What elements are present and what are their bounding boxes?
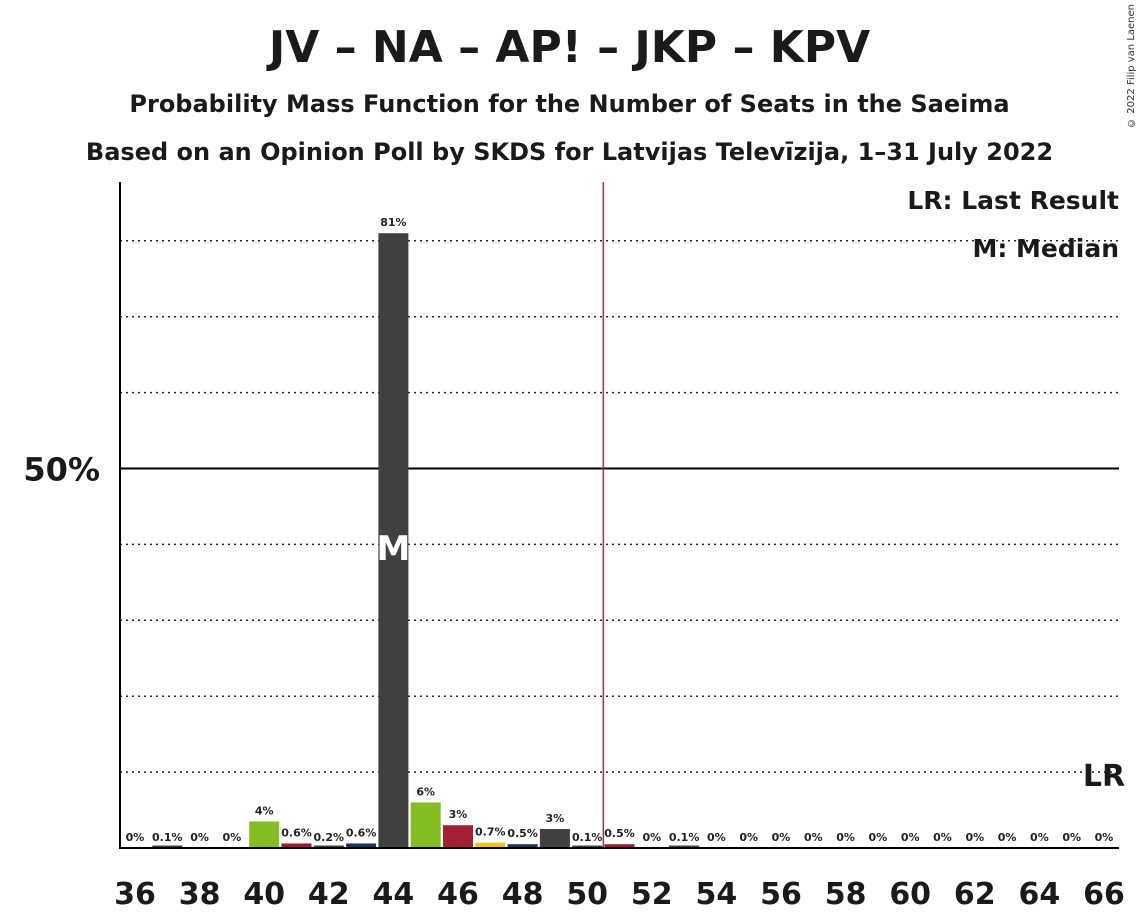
x-tick-label: 44	[373, 877, 415, 912]
x-tick-label: 48	[502, 877, 544, 912]
data-label: 0%	[190, 831, 209, 844]
chart-source-subtitle: Based on an Opinion Poll by SKDS for Lat…	[85, 138, 1054, 166]
data-label: 0%	[772, 831, 791, 844]
data-label: 0%	[1062, 831, 1081, 844]
data-label: 0.6%	[281, 826, 312, 839]
bar-seat-53	[669, 845, 700, 848]
x-tick-label: 62	[954, 877, 996, 912]
bar-seat-50	[572, 845, 603, 848]
bar-seat-40	[249, 821, 280, 848]
data-label: 0.2%	[314, 831, 345, 844]
bar-seat-41	[281, 843, 312, 848]
data-label: 0.1%	[152, 831, 183, 844]
chart-subtitle: Probability Mass Function for the Number…	[129, 90, 1010, 118]
x-tick-label: 46	[437, 877, 479, 912]
data-label: 0.7%	[475, 826, 506, 839]
bar-seat-47	[475, 842, 506, 848]
data-label: 0%	[126, 831, 145, 844]
data-label: 0%	[869, 831, 888, 844]
data-label: 0%	[836, 831, 855, 844]
chart-title: JV – NA – AP! – JKP – KPV	[268, 22, 871, 73]
data-label: 0%	[707, 831, 726, 844]
x-tick-label: 58	[825, 877, 867, 912]
bar-seat-48	[507, 844, 538, 848]
x-tick-label: 56	[760, 877, 802, 912]
data-label: 0.6%	[346, 826, 377, 839]
x-tick-label: 42	[308, 877, 350, 912]
data-label: 0.5%	[604, 827, 635, 840]
bar-seat-51	[604, 844, 635, 848]
data-label: 0.1%	[572, 831, 603, 844]
bar-seat-46	[443, 825, 473, 848]
bar-seat-44	[378, 233, 409, 848]
data-label: 0.5%	[507, 827, 538, 840]
data-label: 0%	[998, 831, 1017, 844]
x-tick-label: 38	[179, 877, 221, 912]
data-label: 0%	[739, 831, 758, 844]
data-label: 0%	[642, 831, 661, 844]
bar-seat-37	[152, 845, 183, 848]
median-marker: M	[376, 529, 410, 569]
data-label: 3%	[449, 808, 468, 821]
data-label: 6%	[416, 785, 435, 798]
data-label: 0%	[1095, 831, 1114, 844]
x-tick-label: 64	[1019, 877, 1061, 912]
x-tick-label: 54	[696, 877, 738, 912]
data-label: 0%	[965, 831, 984, 844]
data-label: 4%	[255, 804, 274, 817]
y-tick-label: 50%	[23, 451, 100, 489]
x-tick-label: 50	[566, 877, 608, 912]
bar-seat-42	[313, 845, 344, 848]
data-label: 3%	[546, 812, 565, 825]
x-tick-label: 52	[631, 877, 673, 912]
bar-seat-49	[539, 829, 570, 848]
data-label: 0%	[804, 831, 823, 844]
bar-seat-45	[410, 802, 441, 848]
x-tick-label: 66	[1083, 877, 1125, 912]
data-label: 0%	[223, 831, 242, 844]
bar-seat-43	[346, 843, 377, 848]
data-label: 0%	[1030, 831, 1049, 844]
x-tick-label: 60	[889, 877, 931, 912]
data-label: 81%	[380, 216, 406, 229]
x-tick-label: 36	[114, 877, 156, 912]
legend-last-result: LR: Last Result	[907, 186, 1119, 215]
data-label: 0.1%	[669, 831, 700, 844]
legend-median: M: Median	[972, 234, 1119, 263]
data-label: 0%	[901, 831, 920, 844]
data-label: 0%	[933, 831, 952, 844]
x-tick-label: 40	[243, 877, 285, 912]
last-result-marker: LR	[1083, 759, 1125, 794]
